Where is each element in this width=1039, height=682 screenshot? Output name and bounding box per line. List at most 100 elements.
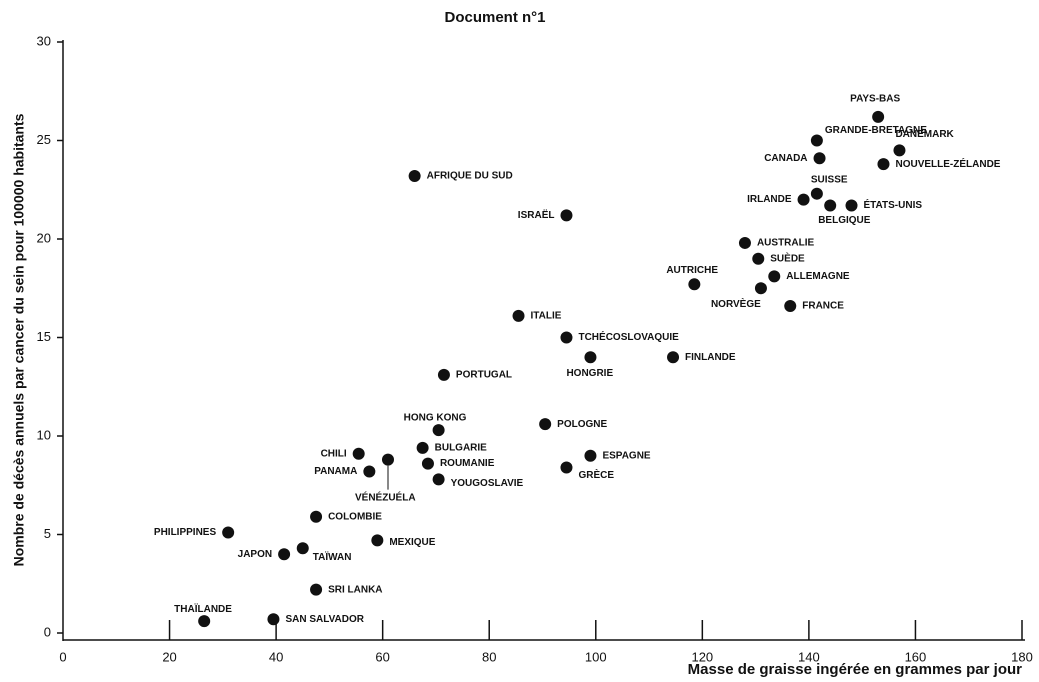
point-label: NOUVELLE-ZÉLANDE: [895, 157, 1000, 170]
point: [296, 542, 309, 555]
x-tick-label: 80: [482, 649, 496, 664]
point-label: ESPAGNE: [602, 450, 650, 461]
point: [432, 473, 445, 486]
point: [421, 457, 434, 470]
point: [688, 278, 701, 291]
x-tick-label: 140: [798, 649, 820, 664]
point: [824, 199, 837, 212]
point-label: TCHÉCOSLOVAQUIE: [578, 330, 679, 343]
x-tick-label: 40: [269, 649, 283, 664]
point: [408, 169, 421, 182]
point-label: PHILIPPINES: [154, 527, 217, 538]
point: [667, 351, 680, 364]
point-label: BELGIQUE: [818, 215, 871, 226]
point: [539, 418, 552, 431]
point-label: SUISSE: [811, 174, 848, 185]
chart-title: Document n°1: [444, 9, 545, 26]
point-label: AUTRICHE: [666, 265, 718, 276]
point: [754, 282, 767, 295]
point: [278, 548, 291, 561]
point: [738, 236, 751, 249]
point: [752, 252, 765, 265]
y-tick-label: 25: [37, 132, 51, 147]
x-tick-label: 20: [162, 649, 176, 664]
point-label: PANAMA: [314, 466, 357, 477]
point: [560, 461, 573, 474]
point-label: GRÈCE: [578, 468, 614, 481]
point-label: ISRAËL: [518, 208, 555, 221]
point: [512, 309, 525, 322]
point-label: AUSTRALIE: [757, 238, 815, 249]
point: [877, 158, 890, 171]
point-label: VÉNÉZUÉLA: [355, 490, 416, 503]
point-label: GRANDE-BRETAGNE: [825, 125, 927, 136]
point: [267, 613, 280, 626]
point: [872, 110, 885, 123]
point: [363, 465, 376, 478]
point-label: TAÏWAN: [313, 550, 352, 563]
point-label: CANADA: [764, 153, 807, 164]
point-label: ITALIE: [531, 310, 562, 321]
point: [797, 193, 810, 206]
x-tick-label: 160: [905, 649, 927, 664]
point-label: ÉTATS-UNIS: [864, 198, 923, 211]
point-label: PORTUGAL: [456, 370, 512, 381]
point-label: FRANCE: [802, 301, 844, 312]
point-label: ALLEMAGNE: [786, 271, 850, 282]
point-label: SUÈDE: [770, 251, 805, 264]
point: [845, 199, 858, 212]
point-label: NORVÈGE: [711, 297, 761, 310]
point: [371, 534, 384, 547]
point-label: DANEMARK: [895, 129, 954, 140]
x-tick-label: 180: [1011, 649, 1033, 664]
point-label: FINLANDE: [685, 352, 736, 363]
point-label: CHILI: [321, 448, 347, 459]
point: [784, 299, 797, 312]
point: [310, 510, 323, 523]
point: [768, 270, 781, 283]
y-tick-label: 15: [37, 329, 51, 344]
point-label: HONG KONG: [404, 413, 467, 424]
point: [222, 526, 235, 539]
point-label: YOUGOSLAVIE: [451, 478, 524, 489]
point: [198, 615, 211, 628]
point-label: JAPON: [238, 549, 272, 560]
point: [560, 209, 573, 222]
point-label: BULGARIE: [435, 442, 488, 453]
point: [893, 144, 906, 157]
point: [437, 368, 450, 381]
y-tick-label: 10: [37, 427, 51, 442]
point-label: IRLANDE: [747, 194, 792, 205]
point-label: AFRIQUE DU SUD: [427, 171, 513, 182]
x-tick-label: 100: [585, 649, 607, 664]
x-axis-label: Masse de graisse ingérée en grammes par …: [688, 661, 1022, 678]
point: [813, 152, 826, 165]
point: [584, 449, 597, 462]
point-label: POLOGNE: [557, 419, 607, 430]
point: [416, 441, 429, 454]
point: [310, 583, 323, 596]
point-label: MEXIQUE: [389, 537, 435, 548]
point-label: HONGRIE: [566, 368, 613, 379]
x-tick-label: 0: [59, 649, 66, 664]
point-label: PAYS-BAS: [850, 94, 900, 105]
point-label: COLOMBIE: [328, 511, 382, 522]
y-tick-label: 5: [44, 526, 51, 541]
point: [584, 351, 597, 364]
point: [352, 447, 365, 460]
point-label: SAN SALVADOR: [285, 614, 364, 625]
point-label: ROUMANIE: [440, 458, 495, 469]
point: [560, 331, 573, 344]
point: [432, 424, 445, 437]
point-label: THAÏLANDE: [174, 602, 232, 615]
y-tick-label: 30: [37, 33, 51, 48]
y-tick-label: 0: [44, 624, 51, 639]
x-tick-label: 60: [375, 649, 389, 664]
point-label: SRI LANKA: [328, 584, 382, 595]
point: [810, 187, 823, 200]
point: [381, 453, 394, 466]
point: [810, 134, 823, 147]
y-tick-label: 20: [37, 230, 51, 245]
x-tick-label: 120: [691, 649, 713, 664]
